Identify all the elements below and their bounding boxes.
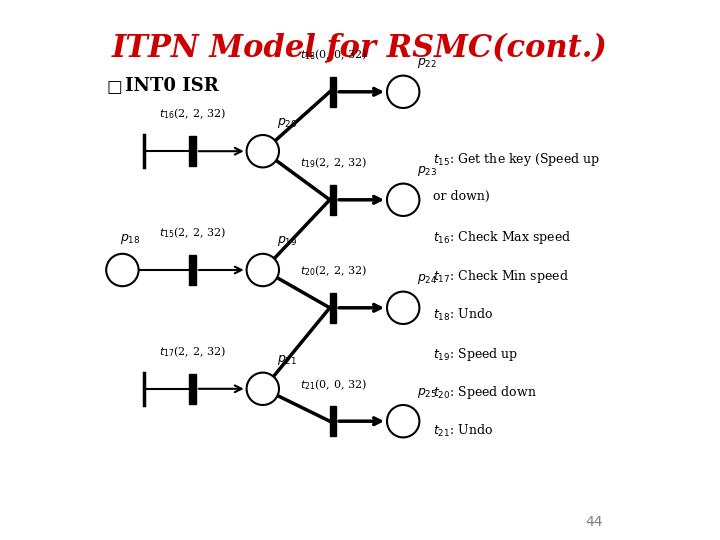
Circle shape <box>387 184 419 216</box>
Text: $t_{15}$(2, 2, 32): $t_{15}$(2, 2, 32) <box>159 226 226 240</box>
Text: $t_{17}$(2, 2, 32): $t_{17}$(2, 2, 32) <box>159 345 226 359</box>
Text: $p_{18}$: $p_{18}$ <box>120 232 140 246</box>
Text: $t_{21}$(0, 0, 32): $t_{21}$(0, 0, 32) <box>300 377 366 392</box>
Bar <box>189 374 196 404</box>
Text: $p_{21}$: $p_{21}$ <box>277 353 297 367</box>
Text: $t_{20}$: Speed down: $t_{20}$: Speed down <box>433 384 536 401</box>
Bar <box>330 77 336 106</box>
Text: □: □ <box>107 78 122 96</box>
Circle shape <box>246 373 279 405</box>
Text: $t_{19}$(2, 2, 32): $t_{19}$(2, 2, 32) <box>300 156 366 170</box>
Text: $p_{23}$: $p_{23}$ <box>418 164 438 178</box>
Text: $p_{24}$: $p_{24}$ <box>418 272 438 286</box>
Text: $t_{18}$(0, 0, 32): $t_{18}$(0, 0, 32) <box>300 48 366 62</box>
Text: 44: 44 <box>585 515 603 529</box>
Text: ITPN Model for RSMC(cont.): ITPN Model for RSMC(cont.) <box>112 32 608 63</box>
Text: INT0 ISR: INT0 ISR <box>125 77 219 95</box>
Text: $t_{21}$: Undo: $t_{21}$: Undo <box>433 423 493 440</box>
Text: or down): or down) <box>433 190 490 203</box>
Circle shape <box>246 254 279 286</box>
Text: $p_{19}$: $p_{19}$ <box>277 234 297 248</box>
Circle shape <box>387 292 419 324</box>
Text: $t_{20}$(2, 2, 32): $t_{20}$(2, 2, 32) <box>300 264 366 278</box>
Text: $t_{16}$: Check Max speed: $t_{16}$: Check Max speed <box>433 229 571 246</box>
Circle shape <box>107 254 138 286</box>
Text: $t_{15}$: Get the key (Speed up: $t_{15}$: Get the key (Speed up <box>433 151 600 168</box>
Text: $t_{16}$(2, 2, 32): $t_{16}$(2, 2, 32) <box>159 107 226 122</box>
Bar <box>330 293 336 322</box>
Circle shape <box>387 405 419 437</box>
Bar <box>189 136 196 166</box>
Bar <box>330 406 336 436</box>
Bar <box>330 185 336 214</box>
Text: $t_{19}$: Speed up: $t_{19}$: Speed up <box>433 346 518 362</box>
Circle shape <box>246 135 279 167</box>
Text: $t_{17}$: Check Min speed: $t_{17}$: Check Min speed <box>433 268 569 285</box>
Text: $p_{22}$: $p_{22}$ <box>418 56 437 70</box>
Text: $p_{25}$: $p_{25}$ <box>418 386 438 400</box>
Bar <box>189 255 196 285</box>
Text: $p_{20}$: $p_{20}$ <box>277 116 297 130</box>
Circle shape <box>387 76 419 108</box>
Text: $t_{18}$: Undo: $t_{18}$: Undo <box>433 307 493 323</box>
